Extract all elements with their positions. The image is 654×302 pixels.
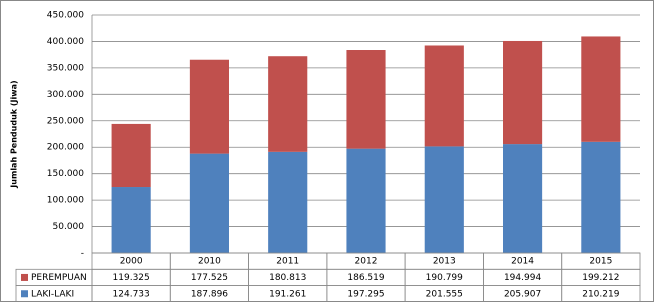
legend-key	[21, 273, 28, 281]
table-value: 177.525	[191, 273, 228, 283]
bar-segment	[189, 59, 229, 154]
table-value: 119.325	[113, 273, 150, 283]
y-tick-label: 200.000	[47, 143, 84, 153]
x-tick-label: 2015	[589, 257, 612, 267]
table-value: 190.799	[426, 273, 463, 283]
x-tick-label: 2012	[355, 257, 378, 267]
legend-key	[21, 290, 28, 298]
x-tick-label: 2014	[511, 257, 534, 267]
bar-segment	[189, 153, 229, 253]
bar-segment	[424, 45, 464, 147]
x-tick-label: 2000	[120, 257, 143, 267]
bar-segment	[346, 50, 386, 149]
y-tick-label: 50.000	[53, 222, 85, 232]
table-value: 124.733	[113, 289, 150, 299]
bar-segment	[268, 151, 308, 253]
y-tick-label: 350.000	[47, 63, 84, 73]
x-tick-label: 2011	[276, 257, 299, 267]
table-value: 186.519	[347, 273, 384, 283]
y-tick-label: -	[81, 249, 84, 259]
table-value: 187.896	[191, 289, 228, 299]
table-value: 180.813	[269, 273, 306, 283]
y-tick-label: 300.000	[47, 90, 84, 100]
table-value: 205.907	[504, 289, 541, 299]
y-tick-label: 250.000	[47, 116, 84, 126]
table-value: 199.212	[582, 273, 619, 283]
bar-segment	[581, 141, 621, 253]
bar-segment	[503, 40, 543, 145]
bar-segment	[111, 187, 151, 253]
table-value: 194.994	[504, 273, 541, 283]
table-value: 197.295	[347, 289, 384, 299]
x-tick-label: 2013	[433, 257, 456, 267]
bar-segment	[111, 123, 151, 188]
table-value: 191.261	[269, 289, 306, 299]
y-tick-label: 150.000	[47, 169, 84, 179]
legend-label: LAKI-LAKI	[31, 289, 74, 299]
bar-segment	[268, 56, 308, 152]
table-value: 210.219	[582, 289, 619, 299]
legend-label: PEREMPUAN	[31, 273, 87, 283]
y-axis-title: Jumlah Penduduk (Jiwa)	[10, 80, 19, 188]
y-tick-label: 450.000	[47, 11, 84, 21]
x-tick-label: 2010	[198, 257, 221, 267]
bar-segment	[581, 36, 621, 142]
bar-segment	[346, 148, 386, 253]
y-tick-label: 400.000	[47, 37, 84, 47]
y-tick-label: 100.000	[47, 196, 84, 206]
bar-segment	[503, 144, 543, 253]
table-value: 201.555	[426, 289, 463, 299]
bar-segment	[424, 146, 464, 253]
